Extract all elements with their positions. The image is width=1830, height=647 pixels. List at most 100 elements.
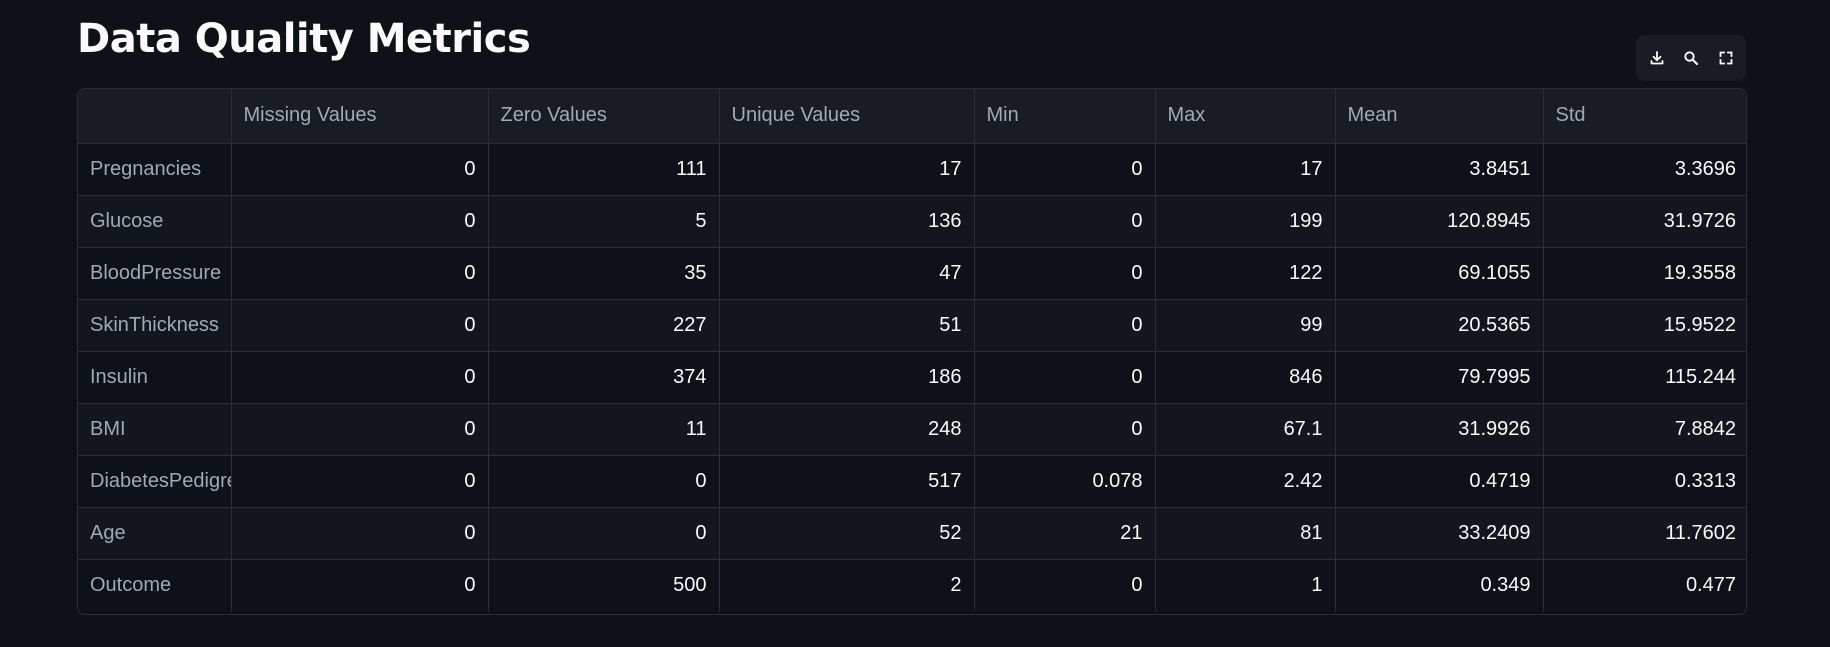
table-cell[interactable]: 11.7602	[1543, 507, 1746, 560]
row-label[interactable]: DiabetesPedigre	[78, 455, 232, 508]
table-cell[interactable]: 81	[1155, 507, 1336, 560]
row-label[interactable]: Outcome	[78, 559, 232, 611]
page-title: Data Quality Metrics	[77, 16, 531, 62]
table-row: Pregnancies 0 111 17 0 17 3.8451 3.3696	[78, 143, 1746, 196]
column-header-max[interactable]: Max	[1155, 89, 1336, 144]
table-cell[interactable]: 79.7995	[1335, 351, 1544, 404]
table-cell[interactable]: 0.4719	[1335, 455, 1544, 508]
table-cell[interactable]: 186	[719, 351, 975, 404]
table-cell[interactable]: 120.8945	[1335, 195, 1544, 248]
table-cell[interactable]: 69.1055	[1335, 247, 1544, 300]
table-row: Outcome 0 500 2 0 1 0.349 0.477	[78, 559, 1746, 611]
table-cell[interactable]: 0	[231, 195, 489, 248]
row-label[interactable]: BloodPressure	[78, 247, 232, 300]
table-cell[interactable]: 0.477	[1543, 559, 1746, 611]
column-header-index[interactable]	[78, 89, 232, 144]
search-icon	[1684, 51, 1699, 66]
table-header-row: Missing Values Zero Values Unique Values…	[78, 89, 1746, 144]
table-cell[interactable]: 7.8842	[1543, 403, 1746, 456]
table-cell[interactable]: 0	[231, 455, 489, 508]
table-cell[interactable]: 0	[974, 559, 1156, 611]
table-cell[interactable]: 17	[1155, 143, 1336, 196]
table-cell[interactable]: 2	[719, 559, 975, 611]
table-cell[interactable]: 0	[488, 455, 720, 508]
table-cell[interactable]: 374	[488, 351, 720, 404]
download-button[interactable]	[1643, 44, 1671, 72]
table-cell[interactable]: 51	[719, 299, 975, 352]
table-cell[interactable]: 67.1	[1155, 403, 1336, 456]
column-header-unique-values[interactable]: Unique Values	[719, 89, 975, 144]
table-cell[interactable]: 227	[488, 299, 720, 352]
table-cell[interactable]: 0	[974, 299, 1156, 352]
table-cell[interactable]: 52	[719, 507, 975, 560]
table-cell[interactable]: 0	[231, 299, 489, 352]
column-header-zero-values[interactable]: Zero Values	[488, 89, 720, 144]
table-cell[interactable]: 3.8451	[1335, 143, 1544, 196]
table-cell[interactable]: 115.244	[1543, 351, 1746, 404]
table-cell[interactable]: 0	[974, 351, 1156, 404]
table-cell[interactable]: 517	[719, 455, 975, 508]
table-cell[interactable]: 0	[231, 143, 489, 196]
column-header-min[interactable]: Min	[974, 89, 1156, 144]
table-row: Glucose 0 5 136 0 199 120.8945 31.9726	[78, 195, 1746, 248]
table-cell[interactable]: 11	[488, 403, 720, 456]
row-label[interactable]: SkinThickness	[78, 299, 232, 352]
table-cell[interactable]: 0	[231, 247, 489, 300]
table-cell[interactable]: 99	[1155, 299, 1336, 352]
table-cell[interactable]: 0	[974, 403, 1156, 456]
data-table[interactable]: Missing Values Zero Values Unique Values…	[77, 88, 1747, 615]
table-cell[interactable]: 0	[231, 559, 489, 611]
table-row: Age 0 0 52 21 81 33.2409 11.7602	[78, 507, 1746, 560]
download-icon	[1650, 51, 1663, 65]
table-cell[interactable]: 0	[974, 247, 1156, 300]
table-cell[interactable]: 31.9926	[1335, 403, 1544, 456]
table-cell[interactable]: 0.3313	[1543, 455, 1746, 508]
row-label[interactable]: BMI	[78, 403, 232, 456]
search-button[interactable]	[1677, 44, 1705, 72]
table-cell[interactable]: 33.2409	[1335, 507, 1544, 560]
table-cell[interactable]: 35	[488, 247, 720, 300]
table-cell[interactable]: 21	[974, 507, 1156, 560]
fullscreen-button[interactable]	[1712, 44, 1740, 72]
table-row: DiabetesPedigre 0 0 517 0.078 2.42 0.4719 0.331…	[78, 455, 1746, 508]
table-cell[interactable]: 0	[974, 143, 1156, 196]
table-row: BMI 0 11 248 0 67.1 31.9926 7.8842	[78, 403, 1746, 456]
table-cell[interactable]: 31.9726	[1543, 195, 1746, 248]
row-label[interactable]: Glucose	[78, 195, 232, 248]
table-cell[interactable]: 199	[1155, 195, 1336, 248]
row-label[interactable]: Insulin	[78, 351, 232, 404]
table-row: SkinThickness 0 227 51 0 99 20.5365 15.9522	[78, 299, 1746, 352]
table-cell[interactable]: 3.3696	[1543, 143, 1746, 196]
table-cell[interactable]: 17	[719, 143, 975, 196]
table-cell[interactable]: 0	[231, 403, 489, 456]
table-cell[interactable]: 2.42	[1155, 455, 1336, 508]
table-cell[interactable]: 0	[231, 507, 489, 560]
column-header-std[interactable]: Std	[1543, 89, 1746, 144]
table-cell[interactable]: 5	[488, 195, 720, 248]
table-cell[interactable]: 0.349	[1335, 559, 1544, 611]
fullscreen-icon	[1719, 51, 1732, 65]
table-cell[interactable]: 0	[488, 507, 720, 560]
table-cell[interactable]: 846	[1155, 351, 1336, 404]
table-cell[interactable]: 111	[488, 143, 720, 196]
table-cell[interactable]: 248	[719, 403, 975, 456]
table-cell[interactable]: 19.3558	[1543, 247, 1746, 300]
table-cell[interactable]: 0.078	[974, 455, 1156, 508]
column-header-mean[interactable]: Mean	[1335, 89, 1544, 144]
column-header-missing-values[interactable]: Missing Values	[231, 89, 489, 144]
table-cell[interactable]: 0	[231, 351, 489, 404]
table-cell[interactable]: 136	[719, 195, 975, 248]
dataframe-toolbar	[1636, 35, 1746, 81]
table-cell[interactable]: 122	[1155, 247, 1336, 300]
table-cell[interactable]: 20.5365	[1335, 299, 1544, 352]
table-cell[interactable]: 0	[974, 195, 1156, 248]
table-cell[interactable]: 1	[1155, 559, 1336, 611]
table-row: Insulin 0 374 186 0 846 79.7995 115.244	[78, 351, 1746, 404]
table-cell[interactable]: 15.9522	[1543, 299, 1746, 352]
row-label[interactable]: Age	[78, 507, 232, 560]
table-cell[interactable]: 500	[488, 559, 720, 611]
row-label[interactable]: Pregnancies	[78, 143, 232, 196]
table-cell[interactable]: 47	[719, 247, 975, 300]
table-row: BloodPressure 0 35 47 0 122 69.1055 19.3558	[78, 247, 1746, 300]
